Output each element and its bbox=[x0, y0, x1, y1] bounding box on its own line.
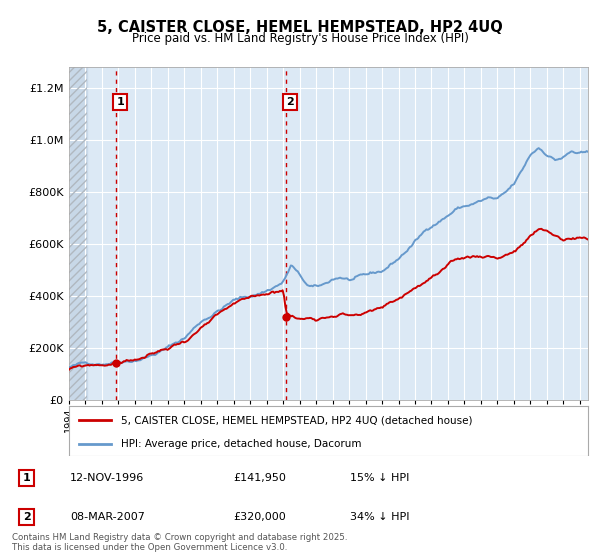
Text: 12-NOV-1996: 12-NOV-1996 bbox=[70, 473, 145, 483]
Text: 2: 2 bbox=[286, 97, 294, 107]
Text: HPI: Average price, detached house, Dacorum: HPI: Average price, detached house, Daco… bbox=[121, 439, 361, 449]
Bar bbox=[69, 67, 87, 400]
Text: Price paid vs. HM Land Registry's House Price Index (HPI): Price paid vs. HM Land Registry's House … bbox=[131, 32, 469, 45]
Bar bbox=[69, 67, 87, 400]
Text: 15% ↓ HPI: 15% ↓ HPI bbox=[350, 473, 409, 483]
Text: 1: 1 bbox=[23, 473, 31, 483]
Text: 5, CAISTER CLOSE, HEMEL HEMPSTEAD, HP2 4UQ (detached house): 5, CAISTER CLOSE, HEMEL HEMPSTEAD, HP2 4… bbox=[121, 415, 472, 425]
Text: £141,950: £141,950 bbox=[233, 473, 286, 483]
Text: 1: 1 bbox=[116, 97, 124, 107]
Text: 34% ↓ HPI: 34% ↓ HPI bbox=[350, 512, 409, 522]
Text: 2: 2 bbox=[23, 512, 31, 522]
Text: 5, CAISTER CLOSE, HEMEL HEMPSTEAD, HP2 4UQ: 5, CAISTER CLOSE, HEMEL HEMPSTEAD, HP2 4… bbox=[97, 20, 503, 35]
Text: 08-MAR-2007: 08-MAR-2007 bbox=[70, 512, 145, 522]
Text: Contains HM Land Registry data © Crown copyright and database right 2025.
This d: Contains HM Land Registry data © Crown c… bbox=[12, 533, 347, 552]
Text: £320,000: £320,000 bbox=[233, 512, 286, 522]
